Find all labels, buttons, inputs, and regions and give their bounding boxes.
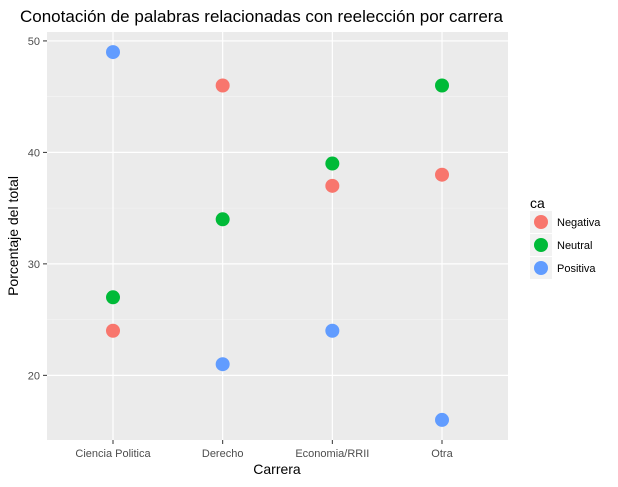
data-point-negativa [435,167,450,182]
plot-panel [47,32,508,440]
data-point-positiva [325,323,340,338]
legend-label-neutral: Neutral [557,240,592,252]
legend-key-neutral [534,238,548,252]
legend: ca Negativa Neutral Positiva [530,195,601,279]
legend-title: ca [530,195,545,211]
data-point-positiva [215,357,230,372]
legend-label-positiva: Positiva [557,263,596,275]
legend-label-negativa: Negativa [557,217,601,229]
y-tick-label: 30 [28,259,40,271]
y-axis-title: Porcentaje del total [5,176,21,296]
grid-layer [47,32,508,440]
data-point-positiva [106,45,120,60]
data-point-neutral [106,290,120,305]
data-point-negativa [106,323,120,338]
data-point-negativa [325,178,340,193]
data-point-neutral [215,212,230,227]
data-point-negativa [215,78,230,93]
y-axis: 20 30 40 50 [28,36,47,382]
x-axis: Ciencia Politica Derecho Economia/RRII Otra [75,440,454,460]
data-point-neutral [435,78,450,93]
y-tick-label: 40 [28,147,40,159]
x-tick-label: Ciencia Politica [75,448,151,460]
legend-key-positiva [534,261,548,275]
legend-key-negativa [534,215,548,229]
x-tick-label: Derecho [202,448,244,460]
x-tick-label: Otra [431,448,453,460]
data-point-neutral [325,156,340,171]
y-tick-label: 20 [28,370,40,382]
chart-title: Conotación de palabras relacionadas con … [20,7,503,26]
x-tick-label: Economia/RRII [295,448,369,460]
points-layer [106,45,450,427]
y-tick-label: 50 [28,36,40,48]
x-axis-title: Carrera [253,461,301,477]
data-point-positiva [435,412,450,427]
